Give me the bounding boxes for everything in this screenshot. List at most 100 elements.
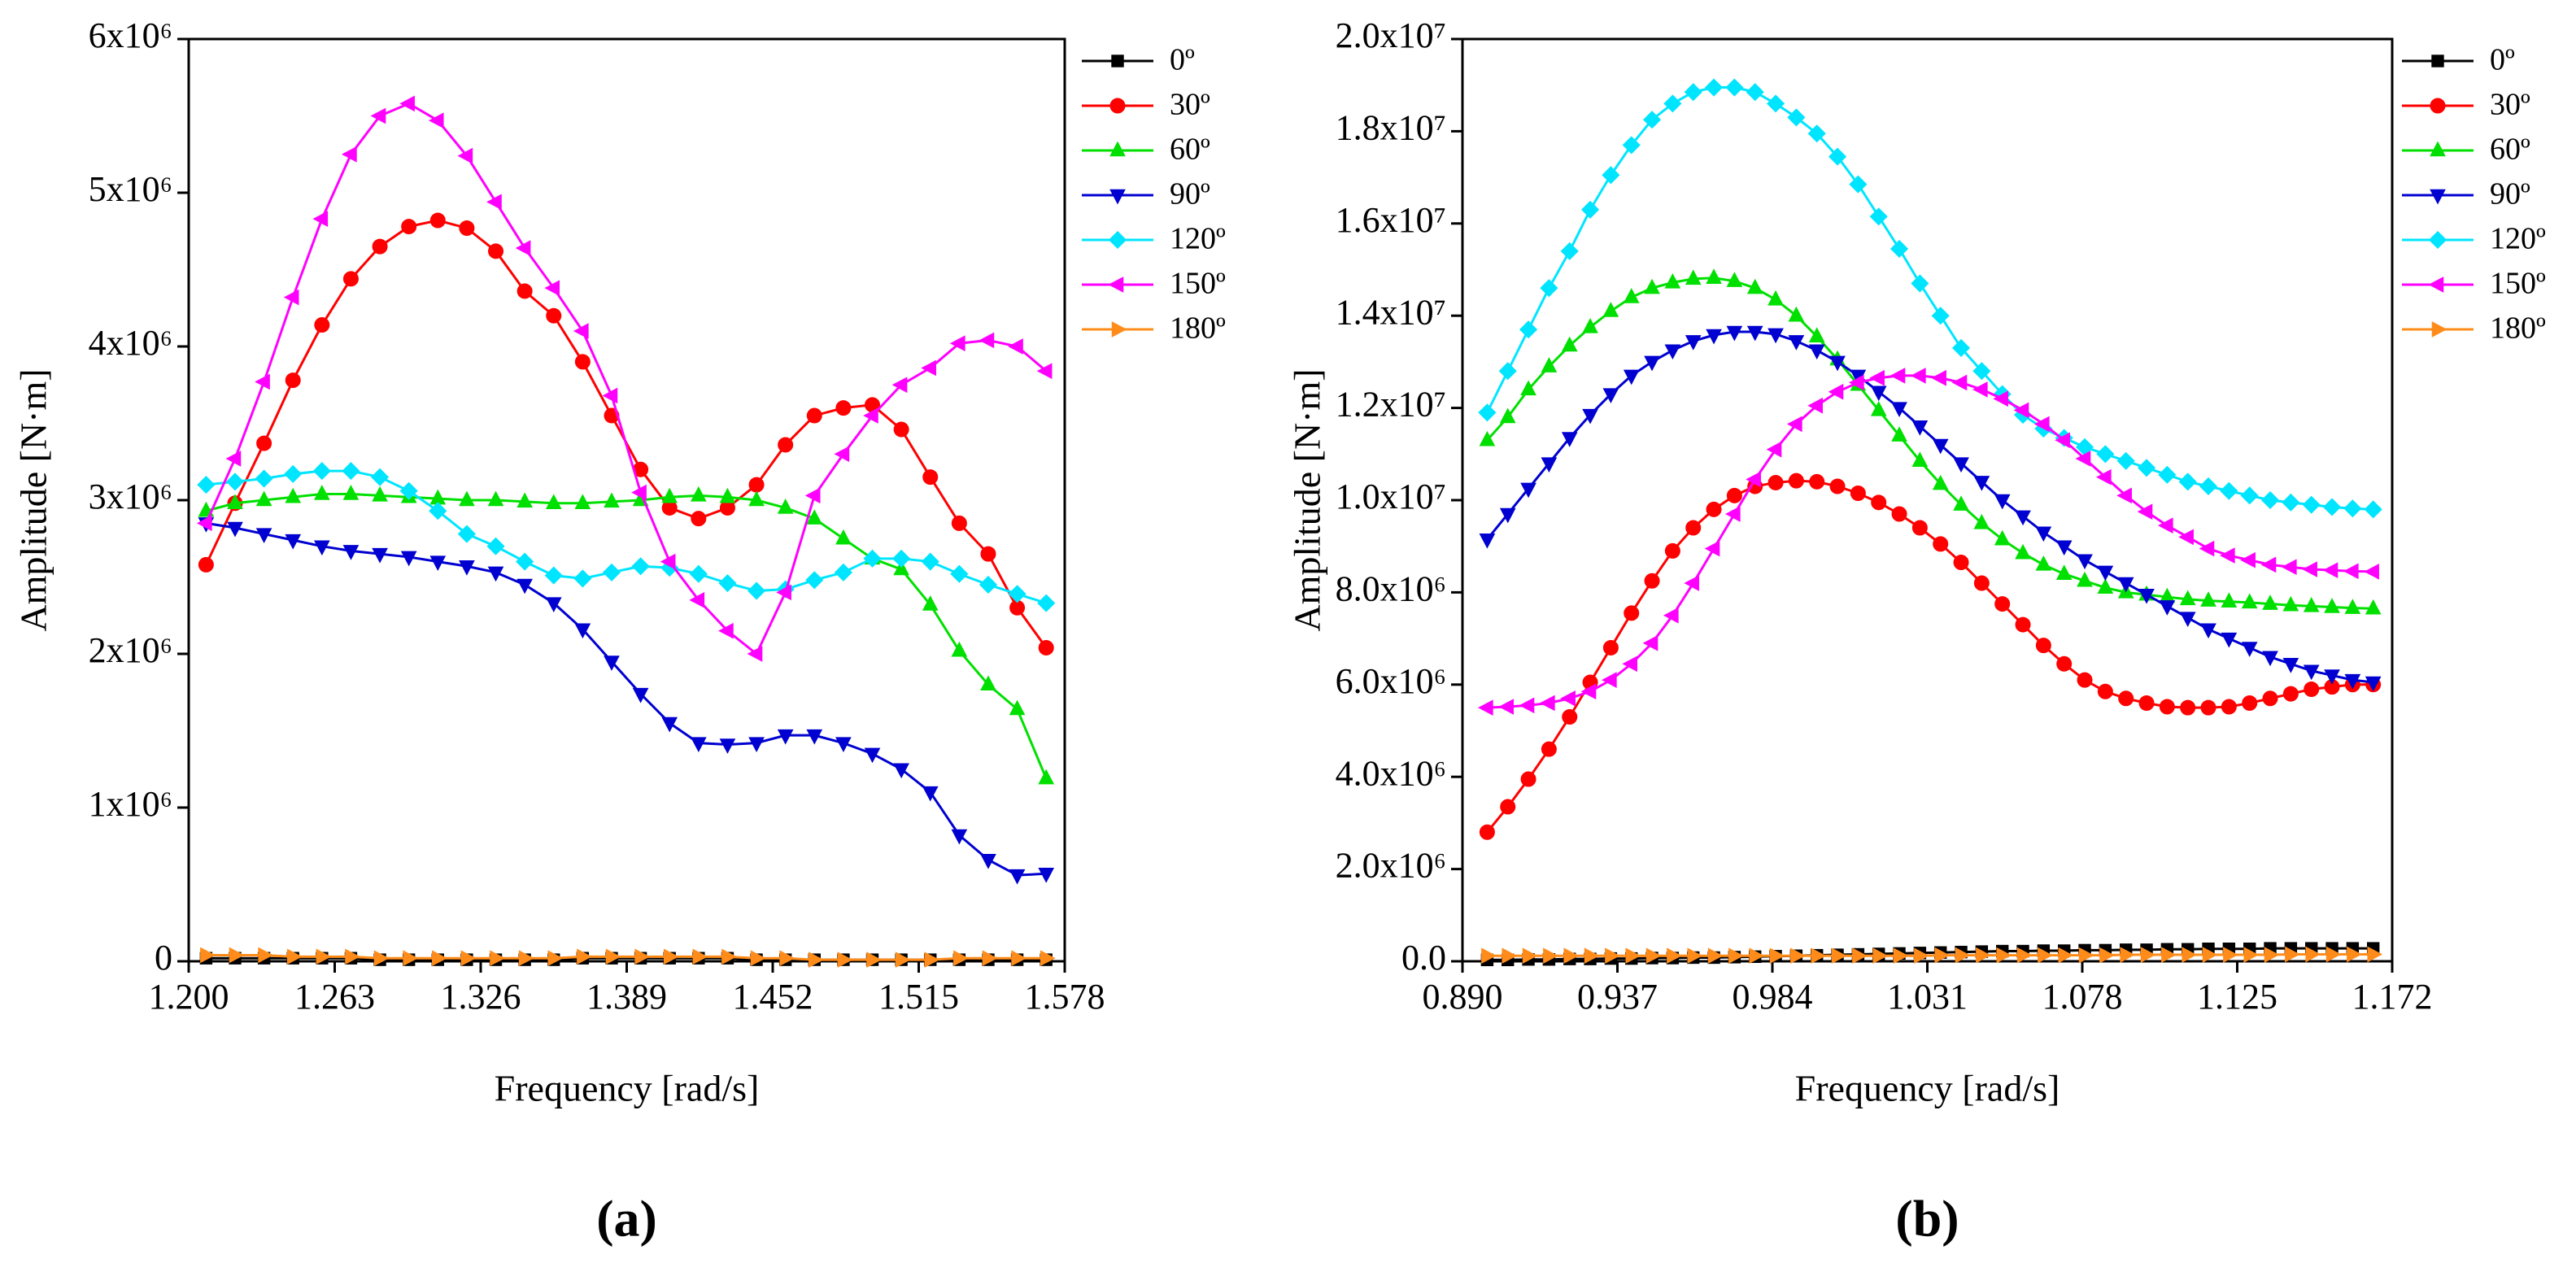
marker [2240, 551, 2256, 568]
marker [2138, 695, 2155, 711]
x-tick-label: 0.890 [1423, 977, 1503, 1017]
marker [2199, 540, 2215, 557]
legend-label: 90º [2490, 177, 2530, 211]
marker [255, 490, 272, 507]
marker [2302, 561, 2317, 577]
marker [1584, 947, 1600, 965]
x-tick-label: 1.200 [149, 977, 229, 1017]
marker [2182, 947, 2198, 963]
marker [1543, 947, 1558, 965]
marker [403, 950, 419, 967]
marker [314, 485, 330, 500]
legend-label: 150º [2490, 267, 2546, 301]
marker [1828, 147, 1847, 166]
marker [312, 462, 331, 481]
marker [2221, 699, 2237, 715]
marker [982, 950, 998, 967]
series-line [1487, 952, 2373, 957]
y-tick-label: 2.0x10⁷ [1336, 15, 1446, 55]
marker [459, 560, 475, 576]
marker [1831, 947, 1847, 965]
marker [429, 212, 446, 229]
marker [544, 566, 563, 585]
marker [200, 947, 216, 964]
marker [1479, 430, 1496, 446]
marker [2241, 593, 2258, 609]
marker [2038, 947, 2053, 964]
marker [547, 950, 564, 967]
marker [1664, 344, 1681, 360]
marker [314, 540, 330, 556]
marker [1849, 175, 1868, 194]
marker [1871, 494, 1887, 511]
marker [1790, 947, 1806, 965]
marker [1848, 374, 1864, 391]
marker [1972, 362, 1991, 381]
subfigure-label: (b) [1895, 1190, 1959, 1248]
marker [1605, 947, 1620, 965]
marker [893, 560, 909, 576]
marker [1684, 575, 1699, 591]
marker [2016, 947, 2033, 964]
marker [399, 481, 418, 500]
marker [1602, 639, 1619, 655]
marker [225, 451, 242, 467]
subfigure-label: (a) [596, 1190, 657, 1248]
marker [342, 146, 357, 163]
marker [2078, 947, 2094, 964]
x-tick-label: 1.031 [1887, 977, 1968, 1017]
marker [2035, 555, 2052, 571]
marker [747, 581, 766, 600]
marker [2367, 946, 2383, 963]
marker [1038, 769, 1055, 785]
marker [1520, 380, 1536, 396]
marker [1663, 94, 1682, 113]
marker [2343, 563, 2359, 580]
marker [2303, 596, 2320, 612]
marker [1502, 947, 1518, 965]
marker [1767, 290, 1784, 306]
marker [197, 476, 216, 494]
marker [691, 511, 707, 527]
x-tick-label: 1.078 [2042, 977, 2123, 1017]
marker [1807, 124, 1826, 143]
marker [1951, 374, 1968, 391]
marker [283, 289, 299, 306]
marker [544, 280, 560, 297]
x-tick-label: 1.389 [586, 977, 667, 1017]
marker [255, 528, 272, 544]
marker [1766, 94, 1785, 113]
marker [1890, 239, 1909, 259]
series-line [1486, 86, 2373, 511]
marker [1728, 947, 1744, 965]
marker [2344, 673, 2361, 690]
marker [2364, 500, 2382, 519]
marker [2220, 481, 2238, 500]
marker [1582, 317, 1598, 333]
marker [2179, 612, 2196, 628]
marker [2324, 598, 2340, 613]
marker [2075, 451, 2091, 467]
marker [1766, 441, 1782, 458]
marker [1973, 476, 1990, 491]
marker [922, 595, 939, 611]
marker [1581, 200, 1600, 219]
marker [2180, 699, 2196, 716]
marker [1663, 607, 1679, 624]
marker [949, 335, 965, 352]
legend-label: 0º [1170, 43, 1195, 77]
marker [285, 534, 302, 550]
marker [834, 446, 850, 463]
marker [1726, 487, 1742, 503]
marker [342, 545, 360, 560]
marker [517, 492, 533, 508]
marker [1642, 634, 1658, 651]
marker [2431, 54, 2444, 68]
marker [1706, 501, 1722, 517]
marker [2035, 638, 2051, 654]
marker [834, 563, 852, 581]
marker [2430, 189, 2446, 205]
marker [457, 525, 476, 543]
marker [837, 952, 853, 968]
